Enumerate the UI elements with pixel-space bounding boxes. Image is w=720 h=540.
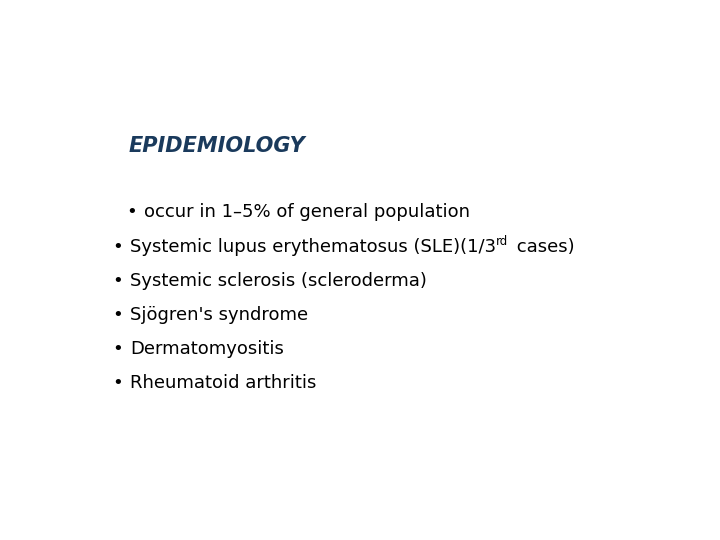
Text: rd: rd	[496, 235, 508, 248]
Text: •: •	[112, 272, 129, 289]
Text: •: •	[112, 340, 129, 358]
Text: Systemic lupus erythematosus (SLE)(1/3: Systemic lupus erythematosus (SLE)(1/3	[130, 238, 496, 255]
Text: Dermatomyositis: Dermatomyositis	[130, 340, 284, 358]
Text: EPIDEMIOLOGY: EPIDEMIOLOGY	[129, 136, 306, 156]
Text: Systemic sclerosis (scleroderma): Systemic sclerosis (scleroderma)	[130, 272, 427, 289]
Text: •: •	[127, 204, 143, 221]
Text: Rheumatoid arthritis: Rheumatoid arthritis	[130, 374, 317, 392]
Text: •: •	[112, 306, 129, 323]
Text: Sjögren's syndrome: Sjögren's syndrome	[130, 306, 308, 323]
Text: •: •	[112, 374, 129, 392]
Text: occur in 1–5% of general population: occur in 1–5% of general population	[144, 204, 470, 221]
Text: •: •	[112, 238, 129, 255]
Text: cases): cases)	[511, 238, 575, 255]
